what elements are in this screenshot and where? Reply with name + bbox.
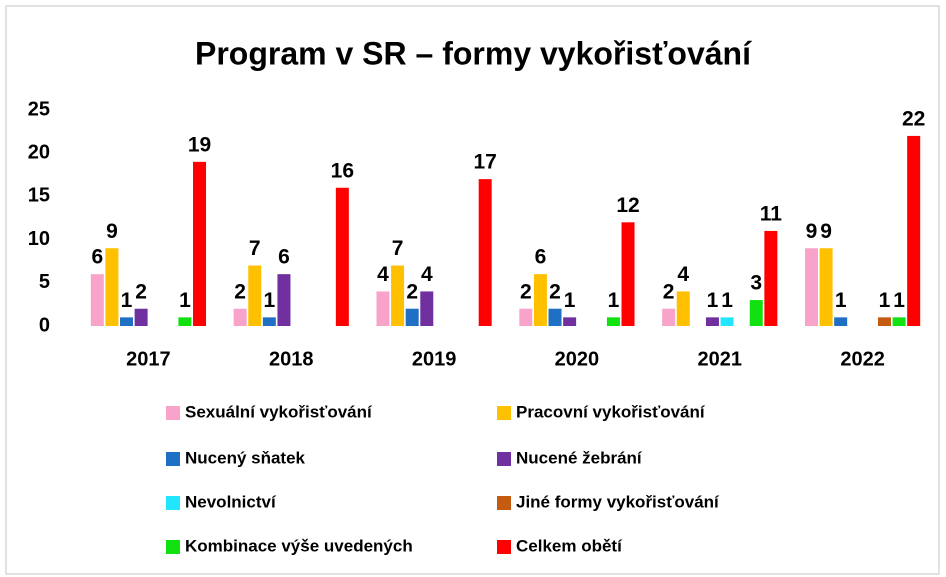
chart-border xyxy=(5,5,940,575)
data-label: 1 xyxy=(893,289,905,312)
y-tick-label: 25 xyxy=(28,98,50,120)
bar xyxy=(676,291,690,326)
legend-swatch xyxy=(497,452,511,466)
legend-label: Nevolnictví xyxy=(185,492,277,511)
bar xyxy=(749,300,763,326)
bar xyxy=(233,308,247,326)
legend-swatch xyxy=(497,540,511,554)
data-label: 9 xyxy=(106,220,118,243)
x-tick-label: 2018 xyxy=(269,348,314,370)
data-label: 2 xyxy=(549,280,561,303)
legend-swatch xyxy=(166,540,180,554)
bar xyxy=(391,265,405,326)
bar xyxy=(548,308,562,326)
bar xyxy=(563,317,577,326)
legend-swatch xyxy=(166,452,180,466)
bar xyxy=(533,274,547,326)
bar xyxy=(105,248,119,326)
y-tick-label: 5 xyxy=(39,271,50,293)
legend-label: Pracovní vykořisťování xyxy=(516,402,706,421)
bar xyxy=(892,317,906,326)
bar xyxy=(248,265,262,326)
bar xyxy=(262,317,276,326)
legend-swatch xyxy=(497,406,511,420)
data-label: 1 xyxy=(707,289,719,312)
bar xyxy=(405,308,419,326)
data-label: 1 xyxy=(564,289,576,312)
bar xyxy=(478,179,492,326)
data-label: 1 xyxy=(721,289,733,312)
data-label: 12 xyxy=(616,194,639,217)
bar xyxy=(705,317,719,326)
bar xyxy=(277,274,291,326)
data-label: 2 xyxy=(406,280,418,303)
chart-title: Program v SR – formy vykořisťování xyxy=(195,35,752,71)
legend-swatch xyxy=(166,406,180,420)
bar xyxy=(335,187,349,326)
data-label: 16 xyxy=(331,159,354,182)
data-label: 1 xyxy=(121,289,133,312)
bar xyxy=(819,248,833,326)
bar xyxy=(804,248,818,326)
bar xyxy=(90,274,104,326)
data-label: 9 xyxy=(806,220,818,243)
y-tick-label: 20 xyxy=(28,141,50,163)
data-label: 4 xyxy=(677,263,689,286)
data-label: 11 xyxy=(760,203,783,226)
x-tick-label: 2017 xyxy=(126,348,171,370)
bar xyxy=(519,308,533,326)
data-label: 7 xyxy=(249,237,261,260)
bar xyxy=(120,317,134,326)
y-tick-label: 10 xyxy=(28,228,50,250)
bar xyxy=(134,308,148,326)
legend-label: Sexuální vykořisťování xyxy=(185,402,373,421)
legend-label: Celkem obětí xyxy=(516,536,623,555)
x-tick-label: 2021 xyxy=(698,348,743,370)
bar xyxy=(662,308,676,326)
data-label: 1 xyxy=(608,289,620,312)
data-label: 6 xyxy=(278,246,290,269)
data-label: 1 xyxy=(264,289,276,312)
bar xyxy=(877,317,891,326)
x-tick-label: 2020 xyxy=(555,348,600,370)
data-label: 17 xyxy=(474,151,497,174)
data-label: 1 xyxy=(879,289,891,312)
data-label: 3 xyxy=(750,272,762,295)
bar xyxy=(193,161,207,326)
data-label: 1 xyxy=(179,289,191,312)
bar xyxy=(376,291,390,326)
data-label: 19 xyxy=(188,133,211,156)
x-tick-label: 2022 xyxy=(840,348,885,370)
data-label: 2 xyxy=(520,280,532,303)
data-label: 2 xyxy=(234,280,246,303)
legend-swatch xyxy=(497,496,511,510)
legend-label: Jiné formy vykořisťování xyxy=(516,492,720,511)
bar xyxy=(178,317,192,326)
bar xyxy=(907,135,921,326)
bar xyxy=(834,317,848,326)
data-label: 22 xyxy=(902,107,925,130)
legend-label: Kombinace výše uvedených xyxy=(185,536,413,555)
data-label: 2 xyxy=(135,280,147,303)
data-label: 6 xyxy=(535,246,547,269)
data-label: 2 xyxy=(663,280,675,303)
y-tick-label: 0 xyxy=(39,314,50,336)
data-label: 7 xyxy=(392,237,404,260)
data-label: 4 xyxy=(421,263,433,286)
bar xyxy=(606,317,620,326)
data-label: 9 xyxy=(820,220,832,243)
bar xyxy=(764,230,778,326)
x-tick-label: 2019 xyxy=(412,348,457,370)
data-label: 6 xyxy=(91,246,103,269)
bar xyxy=(720,317,734,326)
data-label: 4 xyxy=(377,263,389,286)
bar xyxy=(420,291,434,326)
y-tick-label: 15 xyxy=(28,185,50,207)
data-label: 1 xyxy=(835,289,847,312)
legend-label: Nucené žebrání xyxy=(516,448,643,467)
bar xyxy=(621,222,635,326)
legend-label: Nucený sňatek xyxy=(185,448,306,467)
legend-swatch xyxy=(166,496,180,510)
